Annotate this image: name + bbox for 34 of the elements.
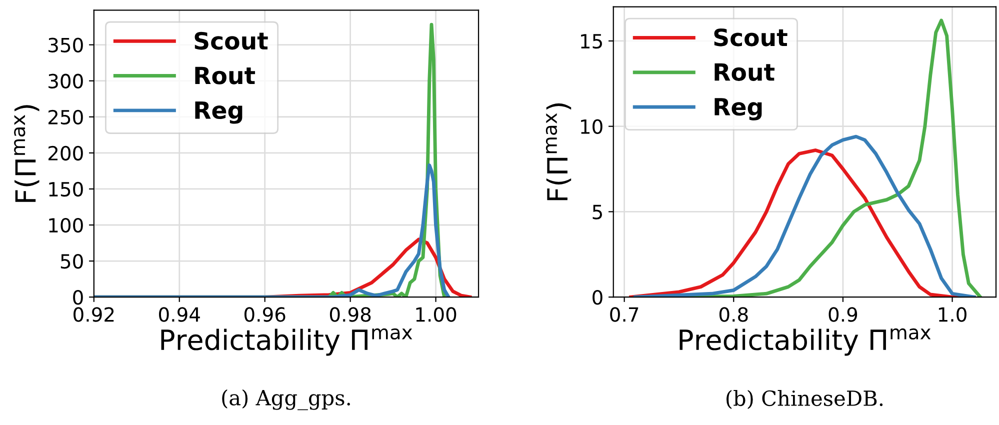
y-axis-title: F(Π$^{max}$) <box>14 105 40 202</box>
x-tick-label: 0.9 <box>828 307 858 322</box>
x-tick-label: 0.98 <box>330 307 371 322</box>
text: (b) ChineseDB. <box>726 390 883 410</box>
y-tick-label: 200 <box>48 146 83 161</box>
y-tick-label: 5 <box>592 204 602 220</box>
legend-label: Scout <box>194 32 268 50</box>
x-axis-title: Predictability Π$^{max}$ <box>161 328 412 356</box>
y-tick-label: 150 <box>49 182 83 197</box>
legend-label: Scout <box>714 28 788 46</box>
y-tick-label: 100 <box>49 218 83 233</box>
x-tick-label: 0.92 <box>74 307 114 322</box>
y-axis-title: F(Π$^{max}$) <box>546 103 572 200</box>
y-tick-label: 0 <box>592 290 602 305</box>
legend-label: Reg <box>195 101 242 124</box>
x-tick-label: 0.7 <box>610 307 638 322</box>
x-axis-title: Predictability Π$^{max}$ <box>680 328 931 356</box>
legend-label: Rout <box>195 66 256 84</box>
y-tick-label: 50 <box>60 254 83 269</box>
legend-label: Rout <box>714 63 775 81</box>
x-tick-label: 0.94 <box>159 307 200 322</box>
y-tick-label: 15 <box>581 34 602 49</box>
line-series <box>94 163 450 298</box>
y-tick-label: 0 <box>73 290 83 305</box>
y-tick-label: 250 <box>48 110 83 125</box>
x-tick-label: 0.8 <box>719 307 748 322</box>
x-tick-label: 0.96 <box>244 307 286 322</box>
text: (a) Agg_gps. <box>222 389 350 410</box>
legend-label: Reg <box>714 98 762 120</box>
y-tick-label: 300 <box>48 74 83 88</box>
x-tick-label: 1.0 <box>938 307 966 322</box>
y-tick-label: 350 <box>48 38 83 52</box>
y-tick-label: 10 <box>581 119 602 134</box>
x-tick-label: 1.00 <box>416 307 456 322</box>
